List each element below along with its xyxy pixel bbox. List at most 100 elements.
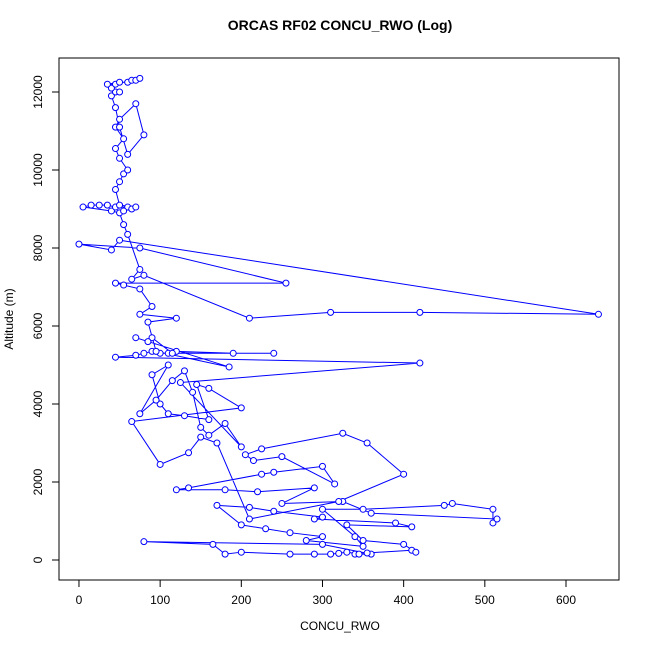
data-point <box>318 540 326 548</box>
data-point <box>318 505 326 513</box>
data-point <box>245 314 253 322</box>
data-point <box>262 525 270 533</box>
data-point <box>180 412 188 420</box>
y-tick-label: 6000 <box>31 312 45 339</box>
data-point <box>278 499 286 507</box>
y-tick-label: 8000 <box>31 234 45 261</box>
data-point <box>116 78 124 86</box>
data-point <box>331 480 339 488</box>
data-point <box>363 549 371 557</box>
data-point <box>116 115 124 123</box>
data-point <box>440 501 448 509</box>
data-point <box>124 230 132 238</box>
data-point <box>152 347 160 355</box>
data-point <box>448 499 456 507</box>
data-point <box>140 131 148 139</box>
data-point <box>120 170 128 178</box>
data-point <box>359 536 367 544</box>
data-point <box>237 443 245 451</box>
data-point <box>176 379 184 387</box>
data-point <box>355 550 363 558</box>
data-point <box>351 533 359 541</box>
data-point <box>168 349 176 357</box>
data-point <box>116 88 124 96</box>
data-point <box>156 460 164 468</box>
data-point <box>107 246 115 254</box>
data-point <box>318 533 326 541</box>
data-point <box>172 314 180 322</box>
data-point <box>193 380 201 388</box>
data-point <box>140 271 148 279</box>
data-point <box>270 468 278 476</box>
data-point <box>124 150 132 158</box>
x-axis-label: CONCU_RWO <box>300 619 380 633</box>
data-point <box>310 515 318 523</box>
data-point <box>318 513 326 521</box>
data-point <box>258 470 266 478</box>
data-point <box>213 501 221 509</box>
data-point <box>367 509 375 517</box>
data-point <box>249 457 257 465</box>
y-tick-label: 4000 <box>31 390 45 417</box>
data-point <box>400 470 408 478</box>
data-point <box>107 84 115 92</box>
y-tick-label: 0 <box>31 556 45 563</box>
data-point <box>327 308 335 316</box>
data-point <box>148 303 156 311</box>
data-point <box>116 178 124 186</box>
data-point <box>136 410 144 418</box>
data-point <box>416 308 424 316</box>
data-point <box>136 310 144 318</box>
data-point <box>489 505 497 513</box>
data-point <box>148 371 156 379</box>
data-point <box>136 74 144 82</box>
data-point <box>128 275 136 283</box>
data-point <box>116 236 124 244</box>
data-point <box>363 439 371 447</box>
data-point <box>318 462 326 470</box>
data-point <box>140 349 148 357</box>
y-tick-label: 2000 <box>31 468 45 495</box>
data-point <box>185 484 193 492</box>
data-point <box>136 285 144 293</box>
data-point <box>343 521 351 529</box>
x-tick-label: 600 <box>556 593 576 607</box>
data-point <box>408 523 416 531</box>
data-point <box>132 203 140 211</box>
data-point <box>189 388 197 396</box>
data-point <box>343 548 351 556</box>
data-point <box>148 334 156 342</box>
chart-title: ORCAS RF02 CONCU_RWO (Log) <box>228 17 453 33</box>
data-point <box>132 351 140 359</box>
data-point <box>172 486 180 494</box>
data-point <box>185 449 193 457</box>
data-point <box>124 166 132 174</box>
data-point <box>245 503 253 511</box>
data-point <box>75 240 83 248</box>
data-point <box>111 104 119 112</box>
data-point <box>359 542 367 550</box>
data-point <box>286 550 294 558</box>
data-point <box>144 338 152 346</box>
x-tick-label: 0 <box>76 593 83 607</box>
data-point <box>111 353 119 361</box>
data-point <box>245 515 253 523</box>
data-point <box>120 281 128 289</box>
data-point <box>197 423 205 431</box>
data-point <box>225 363 233 371</box>
x-tick-label: 400 <box>394 593 414 607</box>
data-point <box>116 201 124 209</box>
data-point <box>412 548 420 556</box>
data-point <box>493 515 501 523</box>
data-point <box>229 349 237 357</box>
data-point <box>180 367 188 375</box>
data-point <box>278 453 286 461</box>
data-point <box>120 135 128 143</box>
data-point <box>335 497 343 505</box>
data-point <box>103 201 111 209</box>
data-point <box>107 207 115 215</box>
data-point <box>205 416 213 424</box>
data-point <box>79 203 87 211</box>
data-point <box>132 334 140 342</box>
data-point <box>136 244 144 252</box>
